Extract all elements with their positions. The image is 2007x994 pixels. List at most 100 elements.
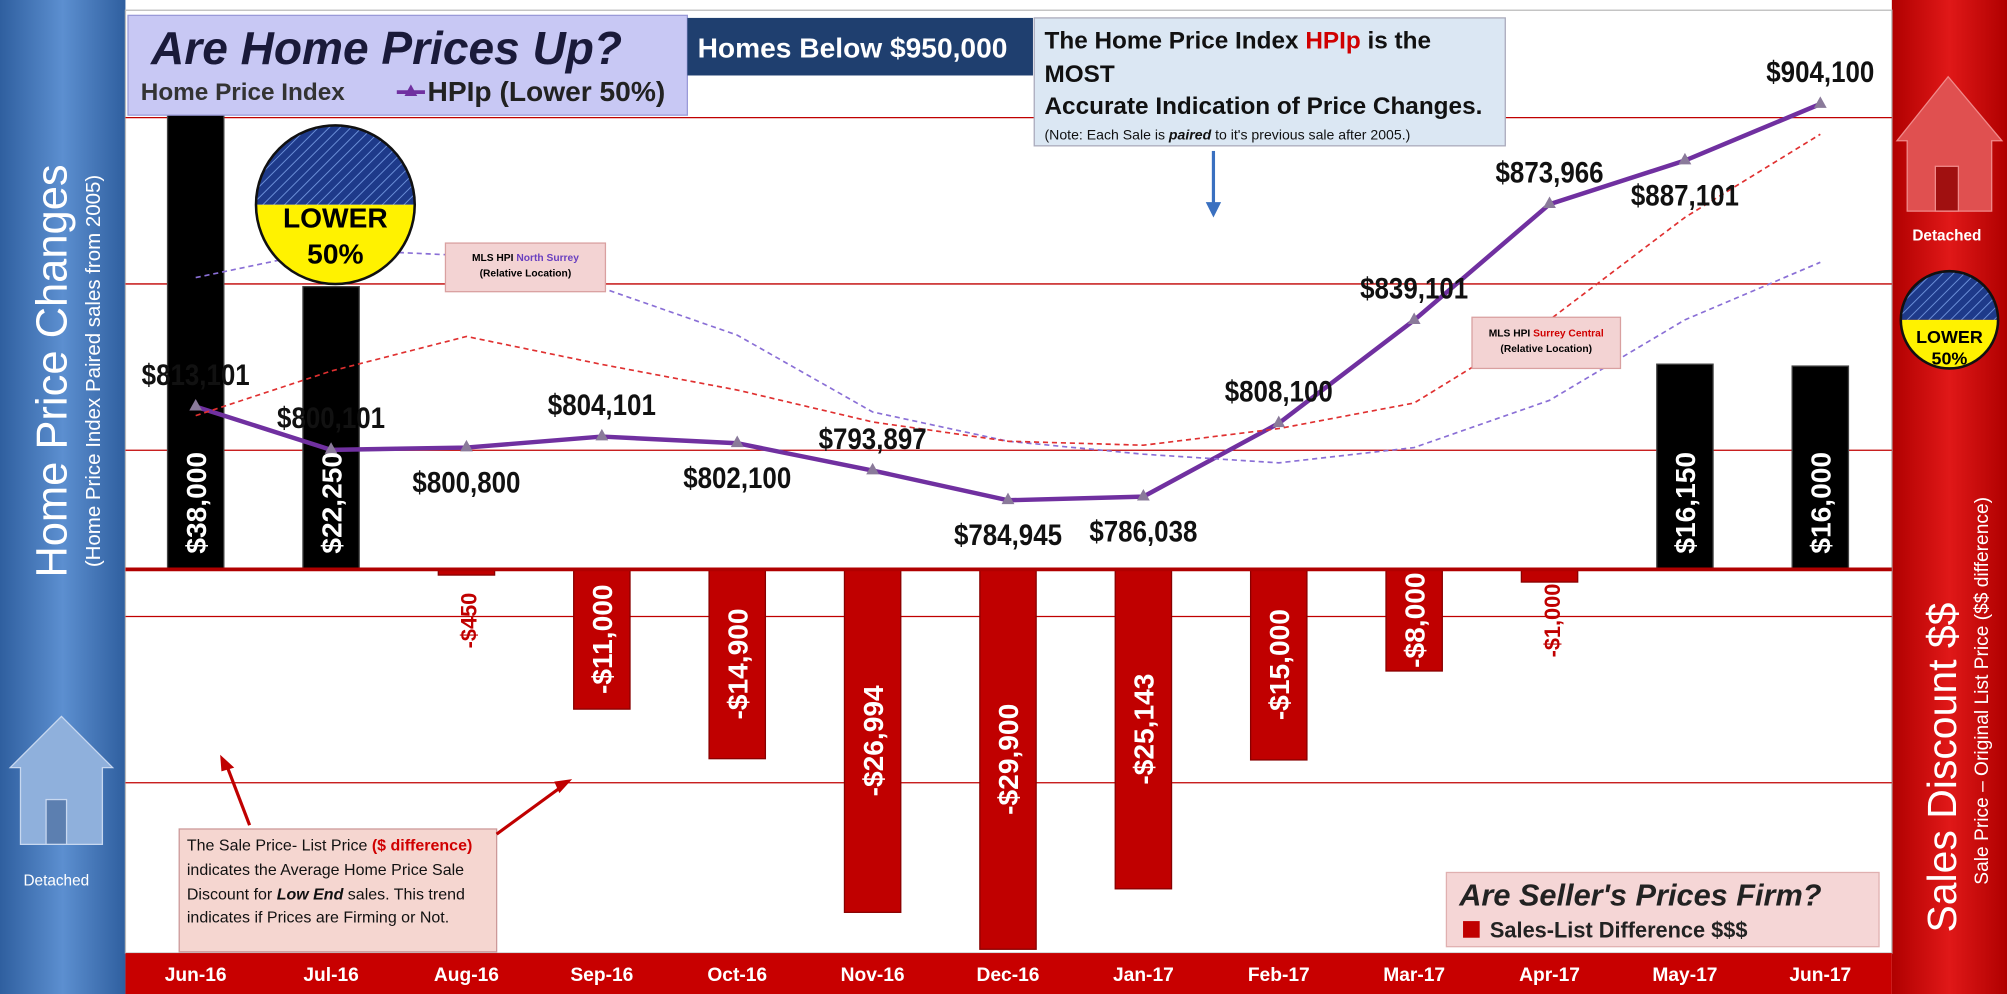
callout-text: The Home Price Index bbox=[1044, 28, 1306, 56]
discount-legend-title: Are Seller's Prices Firm? bbox=[1458, 878, 1822, 913]
line-value-label: $887,101 bbox=[1631, 179, 1739, 212]
mls-callout-box bbox=[444, 242, 607, 293]
hpi-marker bbox=[1678, 152, 1692, 165]
mls-note: (Relative Location) bbox=[1500, 342, 1593, 355]
callout-arrow-head bbox=[554, 779, 573, 794]
x-tick-label: Sep-16 bbox=[570, 965, 633, 986]
hpi-marker bbox=[1813, 96, 1827, 108]
house-label: Detached bbox=[23, 872, 89, 889]
line-value-label: $800,800 bbox=[412, 466, 520, 499]
x-tick-label: Feb-17 bbox=[1248, 965, 1310, 986]
x-tick-label: May-17 bbox=[1652, 965, 1717, 986]
mls-callout: MLS HPI Surrey Central (Relative Location… bbox=[1475, 326, 1618, 357]
mls-callout-box bbox=[1471, 316, 1622, 370]
callout-arrow bbox=[225, 764, 252, 826]
bar bbox=[1656, 363, 1714, 570]
bar-value-label: -$11,000 bbox=[587, 584, 618, 694]
house-label: Detached bbox=[1912, 228, 1981, 245]
chart-subtitle: Home Price Index bbox=[141, 79, 345, 106]
callout-text: Accurate Indication of Price Changes. bbox=[1044, 93, 1483, 121]
left-axis-title: Home Price Changes bbox=[29, 164, 77, 577]
bar-value-label: $16,000 bbox=[1806, 452, 1837, 554]
callout-arrow-head bbox=[1205, 202, 1222, 218]
bar-value-label: -$450 bbox=[457, 593, 482, 649]
badge-text: LOWER bbox=[283, 203, 388, 234]
line-value-label: $904,100 bbox=[1766, 56, 1874, 89]
discount-callout-box bbox=[178, 828, 498, 953]
callout-text: ($ difference) bbox=[371, 836, 473, 855]
x-tick-label: Jun-17 bbox=[1789, 965, 1851, 986]
line-value-label: $786,038 bbox=[1089, 515, 1197, 548]
mls-callout: MLS HPI North Surrey (Relative Location) bbox=[448, 251, 603, 282]
callout-arrow bbox=[495, 784, 565, 836]
x-tick-label: Aug-16 bbox=[434, 965, 499, 986]
line-value-label: $800,101 bbox=[277, 402, 385, 435]
bar-value-label: -$14,900 bbox=[722, 608, 753, 719]
line-value-label: $873,966 bbox=[1496, 156, 1604, 189]
x-tick-label: Jul-16 bbox=[303, 965, 358, 986]
badge: LOWER 50% bbox=[254, 124, 416, 286]
filter-label: Homes Below $950,000 bbox=[698, 33, 1008, 64]
note-text: to it's previous sale after 2005.) bbox=[1211, 127, 1411, 144]
hpi-marker bbox=[1272, 415, 1286, 428]
mls-note: (Relative Location) bbox=[479, 267, 572, 279]
hpi-marker bbox=[324, 442, 338, 454]
hpi-marker bbox=[595, 428, 609, 441]
x-tick-label: Nov-16 bbox=[841, 965, 905, 986]
mls-name: North Surrey bbox=[516, 252, 579, 264]
note-text: (Note: Each Sale is bbox=[1044, 127, 1169, 144]
callout-note: (Note: Each Sale is paired to it's previ… bbox=[1044, 127, 1505, 146]
x-tick-label: Apr-17 bbox=[1519, 965, 1580, 986]
badge-text: 50% bbox=[307, 239, 363, 270]
bar-value-label: -$8,000 bbox=[1399, 572, 1430, 667]
mls-name: Surrey Central bbox=[1533, 327, 1604, 340]
bar-value-label: $16,150 bbox=[1670, 452, 1701, 554]
hpi-marker bbox=[1001, 492, 1015, 505]
category-strip bbox=[125, 953, 1892, 994]
mls-prefix: MLS HPI bbox=[1488, 327, 1531, 340]
bar bbox=[166, 85, 225, 570]
callout-arrow-head bbox=[220, 754, 235, 772]
badge: LOWER 50% bbox=[1899, 269, 2000, 370]
hpi-marker bbox=[1136, 488, 1150, 501]
hpi-callout: The Home Price Index HPIp is the MOST Ac… bbox=[1044, 26, 1505, 146]
bar-value-label: -$29,900 bbox=[993, 704, 1024, 815]
hpi-callout-box bbox=[1033, 17, 1506, 147]
bar bbox=[573, 568, 631, 710]
left-axis-subtitle: (Home Price Index Paired sales from 2005… bbox=[82, 175, 105, 567]
bar-value-label: -$25,143 bbox=[1129, 674, 1160, 785]
callout-text: indicates the Average Home Price Sale Di… bbox=[186, 860, 465, 903]
bar-value-label: -$1,000 bbox=[1540, 584, 1565, 658]
x-tick-label: Jan-17 bbox=[1113, 965, 1174, 986]
right-axis-subtitle: Sale Price – Original List Price ($$ dif… bbox=[1972, 497, 1993, 885]
bar-value-label: $22,250 bbox=[316, 452, 347, 554]
line-value-label: $804,101 bbox=[548, 388, 656, 421]
callout-text: sales. This trend indicates if Prices ar… bbox=[186, 884, 465, 927]
line-value-label: $793,897 bbox=[819, 422, 927, 455]
filter-box bbox=[687, 17, 1033, 76]
hpi-marker bbox=[1407, 312, 1421, 325]
line-value-label: $808,100 bbox=[1225, 375, 1333, 408]
line-value-label: $784,945 bbox=[954, 519, 1062, 552]
bar bbox=[1791, 365, 1850, 570]
callout-text: HPIp bbox=[1305, 28, 1361, 56]
line-value-label: $813,101 bbox=[142, 358, 250, 391]
callout-text: is the MOST bbox=[1044, 28, 1432, 88]
line-value-label: $839,101 bbox=[1360, 272, 1468, 305]
house-icon bbox=[1895, 75, 2004, 212]
bar-value-label: $38,000 bbox=[181, 452, 212, 554]
bar bbox=[302, 286, 360, 570]
x-tick-label: Oct-16 bbox=[707, 965, 767, 986]
callout-text: Low End bbox=[276, 884, 344, 903]
legend-label: HPIp (Lower 50%) bbox=[428, 76, 666, 107]
badge-text: 50% bbox=[1932, 349, 1968, 369]
legend-label: Sales-List Difference $$$ bbox=[1490, 918, 1748, 943]
legend-swatch bbox=[1463, 921, 1480, 938]
hpi-marker bbox=[460, 439, 473, 452]
legend-marker bbox=[404, 84, 418, 96]
house-icon bbox=[8, 715, 115, 845]
bar bbox=[843, 568, 902, 913]
line-value-label: $802,100 bbox=[683, 461, 791, 494]
